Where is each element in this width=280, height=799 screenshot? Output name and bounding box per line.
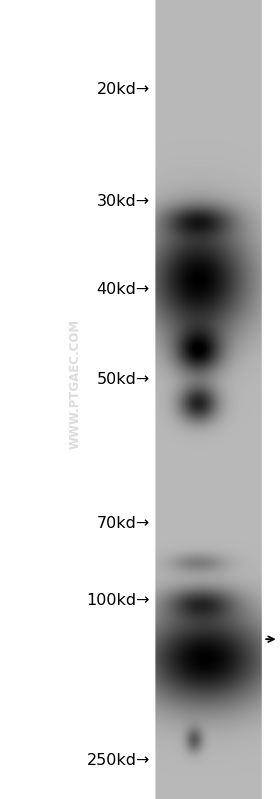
Text: WWW.PTGAEC.COM: WWW.PTGAEC.COM — [69, 319, 82, 448]
Text: 50kd→: 50kd→ — [97, 372, 150, 387]
Text: 40kd→: 40kd→ — [97, 282, 150, 296]
Text: 70kd→: 70kd→ — [97, 516, 150, 531]
Text: 20kd→: 20kd→ — [97, 82, 150, 97]
Text: 100kd→: 100kd→ — [86, 594, 150, 608]
Text: 250kd→: 250kd→ — [87, 753, 150, 768]
Text: 30kd→: 30kd→ — [97, 194, 150, 209]
